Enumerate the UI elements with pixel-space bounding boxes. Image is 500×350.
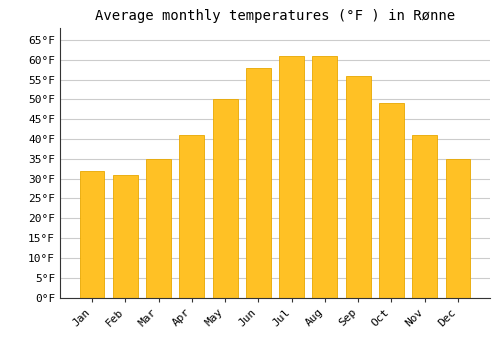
Bar (446, 159, 470, 298)
Bar (379, 103, 404, 298)
Bar (312, 56, 338, 298)
Bar (180, 135, 204, 298)
Bar (146, 159, 171, 298)
Bar (80, 171, 104, 298)
Bar (346, 76, 370, 298)
Bar (212, 99, 238, 298)
Title: Average monthly temperatures (°F ) in Rønne: Average monthly temperatures (°F ) in Rø… (95, 9, 455, 23)
Bar (412, 135, 437, 298)
Bar (279, 56, 304, 298)
Bar (113, 175, 138, 298)
Bar (246, 68, 271, 298)
